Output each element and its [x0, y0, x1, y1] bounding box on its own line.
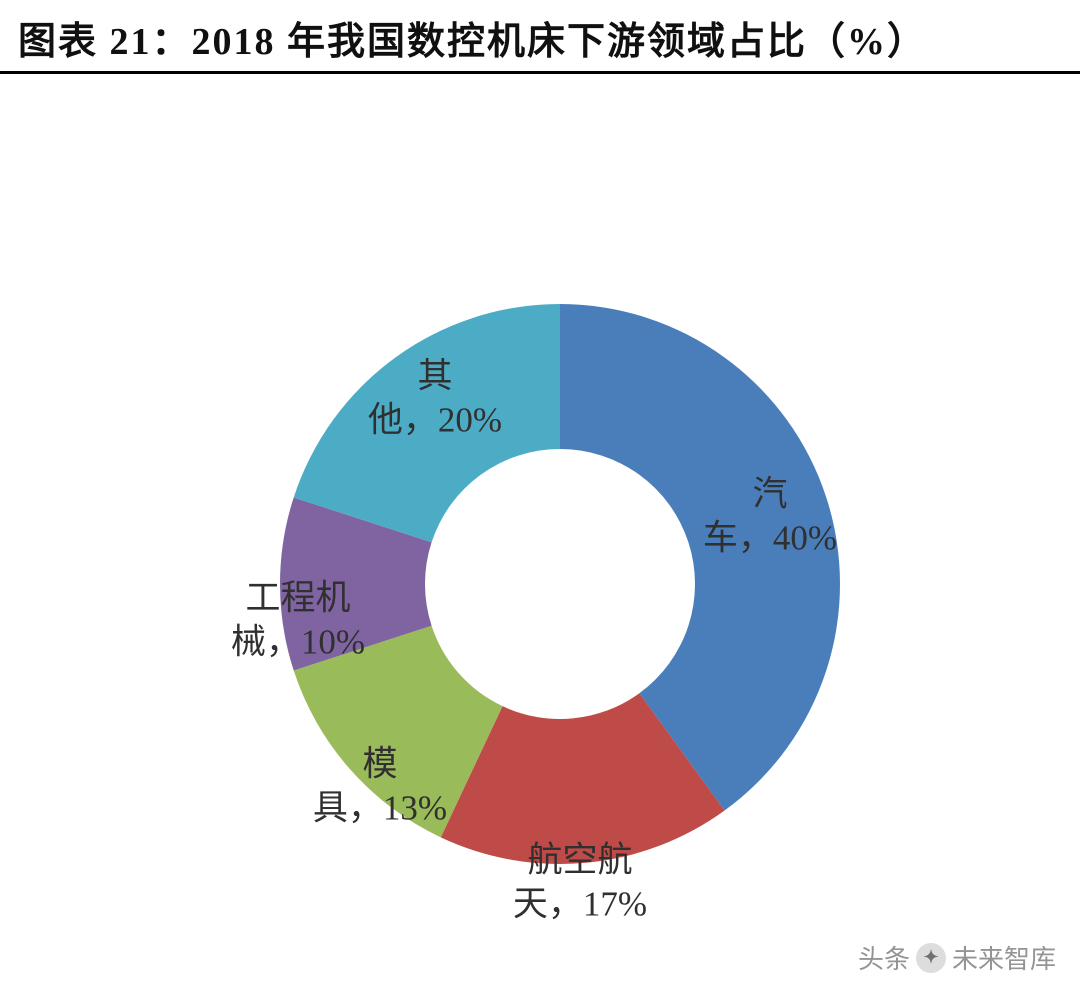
donut-chart: 汽车，40% 航空航天，17%模具，13% 工程机械，10% 其他，20% 头条 ✦ … [0, 74, 1080, 994]
slice-label-4: 其他，20% [345, 354, 525, 442]
chart-title: 图表 21：2018 年我国数控机床下游领域占比（%） [18, 21, 927, 63]
slice-label-3: 工程机械，10% [208, 576, 388, 664]
watermark: 头条 ✦ 未来智库 [858, 939, 1056, 976]
watermark-prefix: 头条 [858, 939, 910, 976]
slice-label-2: 模具，13% [290, 742, 470, 830]
slice-label-1: 航空航天，17% [490, 838, 670, 926]
watermark-suffix: 未来智库 [952, 939, 1056, 976]
wechat-icon: ✦ [916, 943, 946, 973]
chart-title-bar: 图表 21：2018 年我国数控机床下游领域占比（%） [0, 0, 1080, 74]
slice-label-0: 汽车，40% [680, 472, 860, 560]
